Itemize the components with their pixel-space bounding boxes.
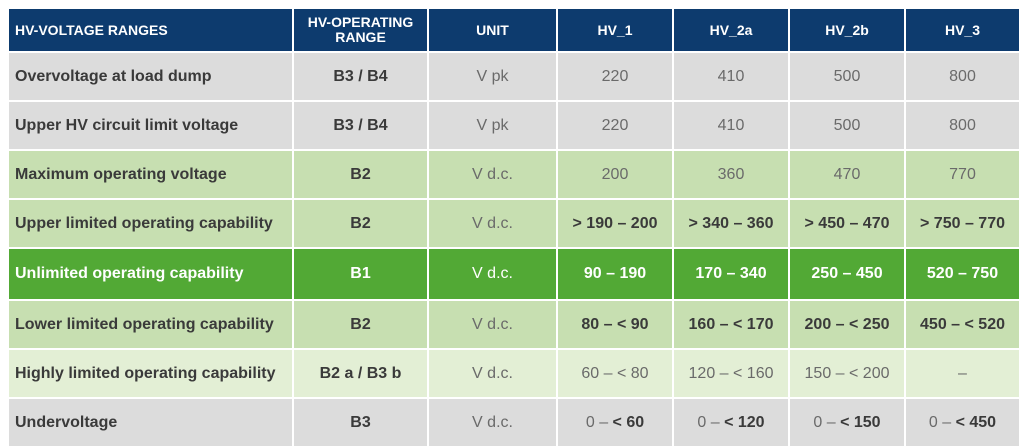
row-label: Upper HV circuit limit voltage	[9, 102, 292, 149]
row-label: Lower limited operating capability	[9, 301, 292, 348]
cell-hv3: 800	[906, 53, 1019, 100]
cell-hv3: 800	[906, 102, 1019, 149]
cell-hv2b: 500	[790, 102, 904, 149]
cell-hv1: 220	[558, 102, 672, 149]
header-hv2a: HV_2a	[674, 9, 788, 51]
row-operating-range: B3 / B4	[294, 102, 427, 149]
table-row: Unlimited operating capability B1 V d.c.…	[9, 249, 1019, 299]
cell-hv2a: 120 – < 160	[674, 350, 788, 397]
cell-hv2b: 500	[790, 53, 904, 100]
cell-hv3: –	[906, 350, 1019, 397]
table-row: Highly limited operating capability B2 a…	[9, 350, 1019, 397]
row-label: Upper limited operating capability	[9, 200, 292, 247]
cell-hv2b: 150 – < 200	[790, 350, 904, 397]
cell-hv2a: > 340 – 360	[674, 200, 788, 247]
header-hv2b: HV_2b	[790, 9, 904, 51]
cell-hv2b: 0 – < 150	[790, 399, 904, 446]
row-label: Overvoltage at load dump	[9, 53, 292, 100]
header-operating-range: HV-OPERATING RANGE	[294, 9, 427, 51]
row-label: Undervoltage	[9, 399, 292, 446]
cell-hv1: 60 – < 80	[558, 350, 672, 397]
row-operating-range: B2	[294, 301, 427, 348]
cell-hv3: > 750 – 770	[906, 200, 1019, 247]
row-operating-range: B2	[294, 151, 427, 198]
row-unit: V d.c.	[429, 249, 556, 299]
header-operating-range-line1: HV-OPERATING	[307, 14, 414, 30]
cell-hv1: 220	[558, 53, 672, 100]
cell-hv1: 80 – < 90	[558, 301, 672, 348]
row-unit: V d.c.	[429, 399, 556, 446]
cell-hv2b: 470	[790, 151, 904, 198]
table-row: Maximum operating voltage B2 V d.c. 200 …	[9, 151, 1019, 198]
row-label: Highly limited operating capability	[9, 350, 292, 397]
cell-hv2a: 410	[674, 53, 788, 100]
cell-hv1-limit: < 60	[612, 413, 645, 431]
header-row: HV-VOLTAGE RANGES HV-OPERATING RANGE UNIT…	[9, 9, 1019, 51]
row-operating-range: B3 / B4	[294, 53, 427, 100]
header-operating-range-line2: RANGE	[335, 29, 386, 45]
cell-hv2b: 250 – 450	[790, 249, 904, 299]
cell-hv3: 770	[906, 151, 1019, 198]
row-operating-range: B2	[294, 200, 427, 247]
table-row: Lower limited operating capability B2 V …	[9, 301, 1019, 348]
header-hv3: HV_3	[906, 9, 1019, 51]
cell-hv1: 0 – < 60	[558, 399, 672, 446]
table-row: Upper HV circuit limit voltage B3 / B4 V…	[9, 102, 1019, 149]
cell-hv2a: 360	[674, 151, 788, 198]
cell-hv2a: 0 – < 120	[674, 399, 788, 446]
cell-hv1: 90 – 190	[558, 249, 672, 299]
cell-hv1: > 190 – 200	[558, 200, 672, 247]
row-unit: V d.c.	[429, 301, 556, 348]
row-operating-range: B1	[294, 249, 427, 299]
table-row: Upper limited operating capability B2 V …	[9, 200, 1019, 247]
header-voltage-ranges: HV-VOLTAGE RANGES	[9, 9, 292, 51]
row-unit: V d.c.	[429, 200, 556, 247]
cell-hv2a-prefix: 0 –	[697, 413, 725, 431]
table-row: Overvoltage at load dump B3 / B4 V pk 22…	[9, 53, 1019, 100]
cell-hv3-limit: < 450	[955, 413, 997, 431]
cell-hv2a: 170 – 340	[674, 249, 788, 299]
header-hv1: HV_1	[558, 9, 672, 51]
cell-hv3: 450 – < 520	[906, 301, 1019, 348]
row-unit: V pk	[429, 53, 556, 100]
row-unit: V pk	[429, 102, 556, 149]
table-row: Undervoltage B3 V d.c. 0 – < 60 0 – < 12…	[9, 399, 1019, 446]
header-unit: UNIT	[429, 9, 556, 51]
row-label: Maximum operating voltage	[9, 151, 292, 198]
cell-hv2b-limit: < 150	[840, 413, 881, 431]
cell-hv2b: > 450 – 470	[790, 200, 904, 247]
cell-hv3: 0 – < 450	[906, 399, 1019, 446]
cell-hv2a-limit: < 120	[724, 413, 765, 431]
row-unit: V d.c.	[429, 151, 556, 198]
hv-voltage-table: HV-VOLTAGE RANGES HV-OPERATING RANGE UNIT…	[7, 7, 1021, 448]
row-operating-range: B2 a / B3 b	[294, 350, 427, 397]
cell-hv3-prefix: 0 –	[928, 413, 956, 431]
cell-hv2b-prefix: 0 –	[813, 413, 841, 431]
row-operating-range: B3	[294, 399, 427, 446]
cell-hv2b: 200 – < 250	[790, 301, 904, 348]
row-label: Unlimited operating capability	[9, 249, 292, 299]
cell-hv3: 520 – 750	[906, 249, 1019, 299]
cell-hv1-prefix: 0 –	[585, 413, 613, 431]
row-unit: V d.c.	[429, 350, 556, 397]
cell-hv1: 200	[558, 151, 672, 198]
cell-hv2a: 410	[674, 102, 788, 149]
cell-hv2a: 160 – < 170	[674, 301, 788, 348]
